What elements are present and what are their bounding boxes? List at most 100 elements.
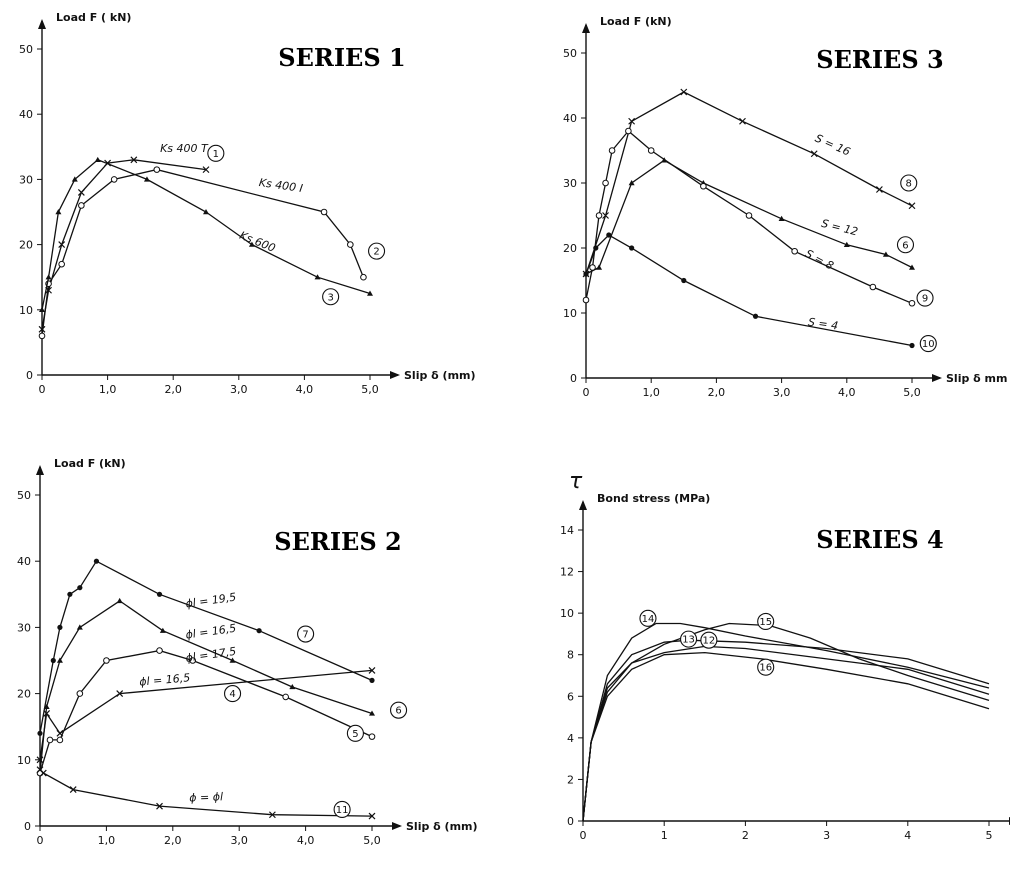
series-6-point [116, 597, 123, 604]
curve-id-circle [700, 631, 718, 649]
y-axis-label: Load F (kN) [600, 15, 672, 28]
x-axis-label: Slip δ (mm) [406, 820, 478, 833]
x-tick-label: 4,0 [297, 834, 315, 847]
y-tick-label: 14 [560, 524, 574, 537]
series-10-point [681, 277, 687, 284]
curve-label: S = 16 [813, 132, 852, 159]
series-8-line [585, 91, 913, 275]
y-axis-label: Bond stress (MPa) [597, 492, 710, 505]
series-8-point [810, 150, 818, 158]
y-tick-label: 0 [24, 820, 31, 833]
curve-id-label: 4 [229, 689, 235, 700]
series-8-point [908, 202, 916, 210]
y-tick-label: 40 [17, 555, 31, 568]
y-tick-label: 6 [567, 690, 574, 703]
curve-label: ϕl = 17,5 [185, 645, 237, 665]
x-axis-arrow [392, 822, 402, 830]
curve-id-circle [919, 334, 937, 353]
curve-id-circle [207, 144, 225, 162]
x-tick-label: 0 [39, 383, 46, 396]
x-tick-label: 3,0 [230, 834, 248, 847]
series-10-point [909, 342, 915, 349]
series-9-point [700, 182, 707, 190]
series-13-line [582, 639, 990, 822]
x-tick-label: 3,0 [773, 386, 791, 399]
series-6-point [159, 627, 166, 633]
curve-id-circle [757, 658, 775, 676]
series-11-point [156, 802, 163, 810]
series-4-line [39, 669, 373, 760]
curve-id-label: 5 [352, 729, 358, 740]
series-4-point [56, 729, 64, 737]
curve-id-label: 14 [642, 614, 655, 625]
x-tick-label: 1 [661, 829, 668, 842]
curve-label: S = 12 [820, 217, 859, 239]
series-2-point [320, 208, 328, 216]
x-axis-arrow [932, 374, 942, 382]
series-3-line [41, 159, 371, 310]
series-15-line [582, 622, 990, 822]
series-2-point [360, 273, 367, 281]
x-tick-label: 5,0 [903, 386, 921, 399]
series-5-point [76, 690, 84, 697]
series-8-point [628, 117, 636, 125]
series-1-point [130, 156, 138, 164]
chart-title: SERIES 4 [816, 525, 943, 554]
series-6-point [289, 683, 296, 690]
curve-id-circle [896, 236, 915, 254]
x-axis-arrow [390, 371, 400, 379]
series-3-point [248, 241, 255, 247]
x-tick-label: 0 [37, 834, 44, 847]
y-axis-arrow [38, 19, 46, 29]
series-4-point [116, 690, 124, 698]
series-2-line [41, 168, 365, 336]
series-6-point [843, 241, 850, 247]
curve-id-label: 6 [395, 706, 401, 717]
series-1-chart: SERIES 1 Load F ( kN) Slip δ (mm) 0 1,0 2,0 3,… [19, 11, 476, 396]
series-9-point [745, 212, 753, 219]
curve-label: S = 8 [803, 247, 836, 273]
y-axis-arrow [36, 465, 44, 475]
curve-label: ϕl = 16,5 [185, 622, 237, 642]
curve-id-label: 7 [302, 630, 308, 641]
series-7-point [37, 730, 43, 736]
y-tick-label: 30 [19, 173, 33, 186]
curve-id-circle [224, 685, 242, 703]
series-1-point [202, 166, 210, 174]
y-tick-label: 2 [567, 773, 574, 786]
series-10-point [583, 271, 589, 277]
series-10-point [593, 245, 599, 251]
x-tick-label: 1,0 [642, 386, 660, 399]
curve-id-label: 10 [922, 339, 935, 350]
series-2-point [110, 176, 118, 183]
series-6-point [76, 624, 83, 630]
curve-id-label: 12 [702, 636, 715, 647]
curve-id-circle [680, 630, 698, 648]
y-tick-label: 20 [17, 688, 31, 701]
series-11-point [39, 769, 47, 777]
curve-id-label: 8 [906, 179, 912, 190]
series-4-point [368, 667, 376, 674]
y-tick-label: 40 [563, 112, 577, 125]
series-5-point [368, 733, 376, 740]
series-3-point [71, 176, 78, 182]
series-10-line [585, 234, 913, 347]
series-7-point [256, 628, 262, 634]
y-tick-label: 4 [567, 732, 574, 745]
x-axis-label: Slip δ (mm) [404, 369, 476, 382]
series-7-point [369, 677, 375, 683]
series-3-point [367, 290, 373, 296]
series-3-name: Ks 600 [238, 229, 278, 255]
tau-symbol: τ [569, 469, 583, 494]
curve-id-label: 9 [922, 294, 928, 305]
series-6-point [229, 657, 236, 663]
series-2-point [38, 332, 46, 340]
curve-id-circle [916, 289, 934, 307]
series-3-point [143, 176, 150, 182]
series-6-point [909, 264, 915, 270]
curve-id-circle [322, 288, 340, 306]
series-7-point [93, 558, 100, 564]
series-9-point [791, 247, 798, 255]
series-9-point [608, 147, 616, 154]
